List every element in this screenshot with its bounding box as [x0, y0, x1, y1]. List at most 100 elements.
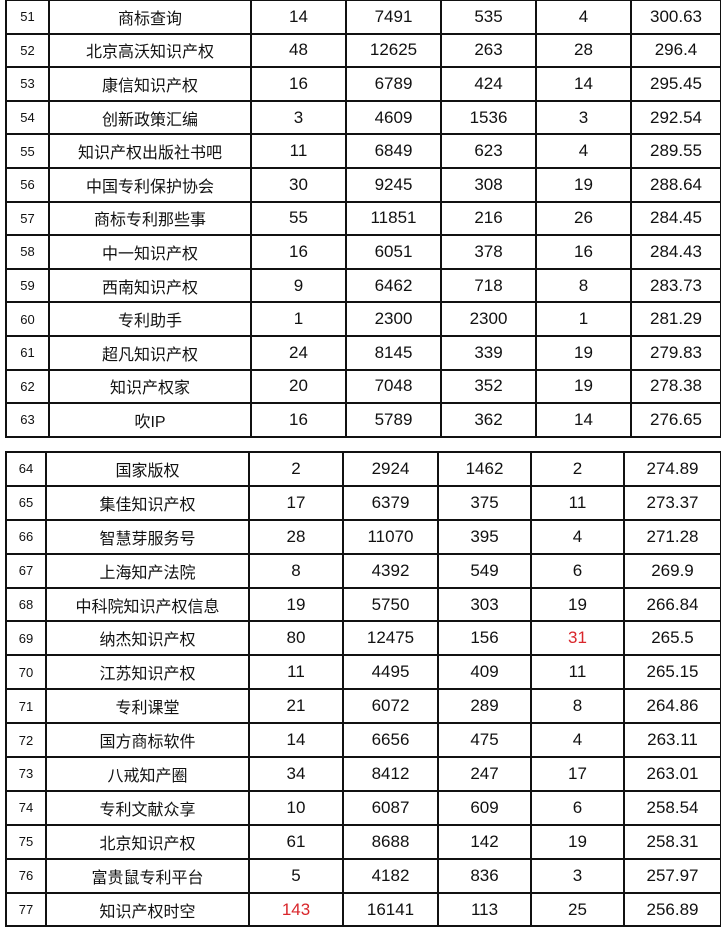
value-cell-4: 4	[531, 520, 624, 554]
value-cell-3: 609	[438, 791, 531, 825]
value-cell-4: 3	[536, 101, 631, 135]
score-cell: 289.55	[631, 134, 721, 168]
value-cell-2: 12625	[346, 34, 441, 68]
value-cell-3: 836	[438, 859, 531, 893]
account-name-cell: 八戒知产圈	[46, 757, 249, 791]
value-cell-2: 8412	[343, 757, 438, 791]
table-row: 58中一知识产权16605137816284.43	[6, 235, 721, 269]
value-cell-3: 375	[438, 486, 531, 520]
value-cell-2: 6072	[343, 689, 438, 723]
score-cell: 284.43	[631, 235, 721, 269]
score-cell: 300.63	[631, 0, 721, 34]
value-cell-2: 5750	[343, 588, 438, 622]
value-cell-2: 4392	[343, 554, 438, 588]
value-cell-2: 6656	[343, 723, 438, 757]
account-name-cell: 商标专利那些事	[49, 202, 251, 236]
rank-cell: 65	[6, 486, 46, 520]
value-cell-2: 6379	[343, 486, 438, 520]
account-name-cell: 专利助手	[49, 302, 251, 336]
value-cell-1: 14	[249, 723, 343, 757]
rank-cell: 71	[6, 689, 46, 723]
value-cell-3: 549	[438, 554, 531, 588]
value-cell-2: 6462	[346, 269, 441, 303]
value-cell-1: 10	[249, 791, 343, 825]
value-cell-1: 24	[251, 336, 346, 370]
account-name-cell: 超凡知识产权	[49, 336, 251, 370]
account-name-cell: 知识产权时空	[46, 893, 249, 927]
score-cell: 263.11	[624, 723, 721, 757]
score-cell: 273.37	[624, 486, 721, 520]
score-cell: 265.5	[624, 621, 721, 655]
score-cell: 271.28	[624, 520, 721, 554]
account-name-cell: 商标查询	[49, 0, 251, 34]
value-cell-3: 303	[438, 588, 531, 622]
value-cell-1: 48	[251, 34, 346, 68]
score-cell: 256.89	[624, 893, 721, 927]
value-cell-3: 263	[441, 34, 536, 68]
account-name-cell: 知识产权家	[49, 370, 251, 404]
rank-cell: 75	[6, 825, 46, 859]
table-row: 61超凡知识产权24814533919279.83	[6, 336, 721, 370]
value-cell-1: 80	[249, 621, 343, 655]
value-cell-4: 4	[536, 0, 631, 34]
ranking-table-2: 64国家版权2292414622274.8965集佳知识产权1763793751…	[5, 451, 721, 927]
rank-cell: 52	[6, 34, 49, 68]
rank-cell: 74	[6, 791, 46, 825]
value-cell-3: 718	[441, 269, 536, 303]
account-name-cell: 纳杰知识产权	[46, 621, 249, 655]
value-cell-2: 7491	[346, 0, 441, 34]
value-cell-2: 8145	[346, 336, 441, 370]
value-cell-4: 4	[531, 723, 624, 757]
table-row: 51商标查询1474915354300.63	[6, 0, 721, 34]
rank-cell: 67	[6, 554, 46, 588]
table-row: 56中国专利保护协会30924530819288.64	[6, 168, 721, 202]
account-name-cell: 西南知识产权	[49, 269, 251, 303]
score-cell: 266.84	[624, 588, 721, 622]
value-cell-3: 1536	[441, 101, 536, 135]
rank-cell: 63	[6, 403, 49, 437]
table-row: 67上海知产法院843925496269.9	[6, 554, 721, 588]
value-cell-1: 1	[251, 302, 346, 336]
account-name-cell: 北京知识产权	[46, 825, 249, 859]
value-cell-3: 475	[438, 723, 531, 757]
value-cell-4: 19	[536, 336, 631, 370]
rank-cell: 57	[6, 202, 49, 236]
account-name-cell: 中一知识产权	[49, 235, 251, 269]
account-name-cell: 国方商标软件	[46, 723, 249, 757]
rank-cell: 73	[6, 757, 46, 791]
ranking-table-1: 51商标查询1474915354300.6352北京高沃知识产权48126252…	[5, 0, 721, 438]
value-cell-3: 362	[441, 403, 536, 437]
value-cell-1: 9	[251, 269, 346, 303]
value-cell-1: 14	[251, 0, 346, 34]
rank-cell: 53	[6, 67, 49, 101]
table-row: 63吹IP16578936214276.65	[6, 403, 721, 437]
value-cell-2: 6789	[346, 67, 441, 101]
table-row: 54创新政策汇编3460915363292.54	[6, 101, 721, 135]
value-cell-2: 2300	[346, 302, 441, 336]
value-cell-2: 5789	[346, 403, 441, 437]
value-cell-3: 535	[441, 0, 536, 34]
table-row: 62知识产权家20704835219278.38	[6, 370, 721, 404]
table-row: 71专利课堂2160722898264.86	[6, 689, 721, 723]
rank-cell: 69	[6, 621, 46, 655]
table-row: 68中科院知识产权信息19575030319266.84	[6, 588, 721, 622]
value-cell-1: 2	[249, 452, 343, 486]
value-cell-4: 25	[531, 893, 624, 927]
value-cell-3: 424	[441, 67, 536, 101]
rank-cell: 59	[6, 269, 49, 303]
table-row: 69纳杰知识产权801247515631265.5	[6, 621, 721, 655]
score-cell: 274.89	[624, 452, 721, 486]
table-row: 77知识产权时空1431614111325256.89	[6, 893, 721, 927]
score-cell: 264.86	[624, 689, 721, 723]
table-row: 55知识产权出版社书吧1168496234289.55	[6, 134, 721, 168]
value-cell-4: 28	[536, 34, 631, 68]
value-cell-4: 8	[531, 689, 624, 723]
rank-cell: 77	[6, 893, 46, 927]
table-row: 76富贵鼠专利平台541828363257.97	[6, 859, 721, 893]
score-cell: 296.4	[631, 34, 721, 68]
value-cell-2: 12475	[343, 621, 438, 655]
score-cell: 269.9	[624, 554, 721, 588]
rank-cell: 66	[6, 520, 46, 554]
account-name-cell: 江苏知识产权	[46, 655, 249, 689]
value-cell-3: 247	[438, 757, 531, 791]
